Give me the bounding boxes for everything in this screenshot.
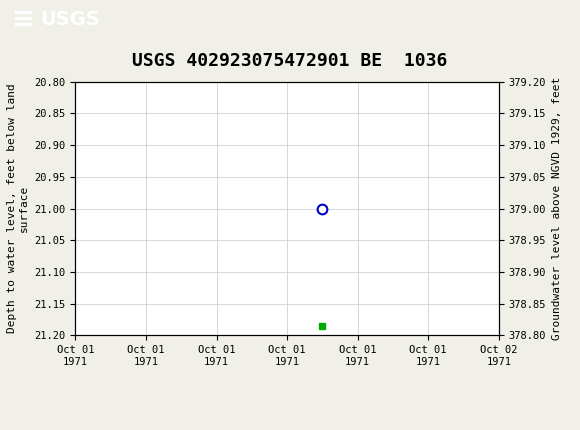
Y-axis label: Groundwater level above NGVD 1929, feet: Groundwater level above NGVD 1929, feet (552, 77, 561, 340)
Text: ≡: ≡ (12, 5, 35, 34)
Y-axis label: Depth to water level, feet below land
surface: Depth to water level, feet below land su… (8, 84, 29, 333)
Text: USGS 402923075472901 BE  1036: USGS 402923075472901 BE 1036 (132, 52, 448, 70)
Text: USGS: USGS (41, 10, 100, 29)
